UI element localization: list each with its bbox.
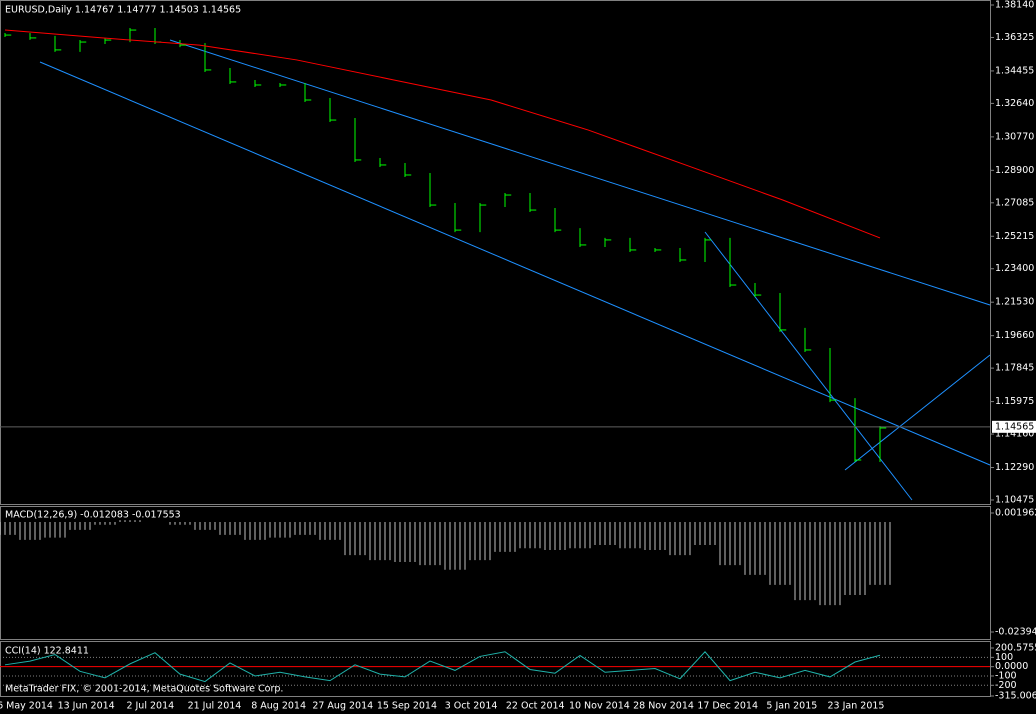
y-tick-label: 100 bbox=[995, 652, 1013, 663]
y-tick-label: -200 bbox=[995, 680, 1017, 691]
trend-line bbox=[704, 231, 913, 501]
last-price-label: 1.14565 bbox=[995, 421, 1034, 432]
x-tick-label: 13 Jun 2014 bbox=[58, 701, 115, 712]
y-tick-label: 1.36325 bbox=[995, 32, 1034, 43]
y-tick-label: 1.27085 bbox=[995, 197, 1034, 208]
y-tick-label: 1.15975 bbox=[995, 396, 1034, 407]
x-tick-label: 27 Aug 2014 bbox=[312, 701, 373, 712]
moving-average bbox=[4, 29, 881, 239]
y-tick-label: 1.14160 bbox=[995, 429, 1034, 440]
x-tick-label: 5 Jan 2015 bbox=[766, 701, 817, 712]
y-tick-label: 0.001962 bbox=[995, 508, 1036, 519]
channel-lower bbox=[39, 61, 991, 466]
y-tick-label: -100 bbox=[995, 670, 1017, 681]
y-tick-label: 1.28900 bbox=[995, 165, 1034, 176]
y-tick-label: 0.0000 bbox=[995, 661, 1028, 672]
y-tick-label: 1.19660 bbox=[995, 330, 1034, 341]
chart-title: EURUSD,Daily 1.14767 1.14777 1.14503 1.1… bbox=[5, 5, 241, 16]
y-tick-label: 1.10475 bbox=[995, 495, 1034, 506]
copyright: MetaTrader FIX, © 2001-2014, MetaQuotes … bbox=[5, 684, 283, 695]
y-tick-label: -315.0062 bbox=[995, 691, 1036, 702]
macd-title: MACD(12,26,9) -0.012083 -0.017553 bbox=[5, 510, 181, 521]
x-tick-label: 3 Oct 2014 bbox=[445, 701, 498, 712]
trend-lines bbox=[39, 39, 991, 501]
y-tick-label: 1.34455 bbox=[995, 65, 1034, 76]
y-tick-label: 1.32640 bbox=[995, 98, 1034, 109]
y-tick-label: -0.023948 bbox=[995, 627, 1036, 638]
channel-upper bbox=[169, 39, 991, 306]
x-tick-label: 28 Nov 2014 bbox=[633, 701, 694, 712]
y-tick-label: 1.30770 bbox=[995, 131, 1034, 142]
trend-line bbox=[844, 354, 991, 471]
x-tick-label: 8 Aug 2014 bbox=[251, 701, 306, 712]
x-tick-label: 26 May 2014 bbox=[0, 701, 53, 712]
price-panel bbox=[0, 0, 991, 505]
y-tick-label: 1.12290 bbox=[995, 462, 1034, 473]
y-tick-label: 1.21530 bbox=[995, 297, 1034, 308]
x-tick-label: 15 Sep 2014 bbox=[377, 701, 437, 712]
macd-panel bbox=[0, 506, 991, 640]
cci-title: CCI(14) 122.8411 bbox=[5, 646, 89, 657]
y-tick-label: 1.17845 bbox=[995, 363, 1034, 374]
y-tick-label: 200.5755 bbox=[995, 643, 1036, 654]
cci-line bbox=[4, 651, 881, 683]
x-tick-label: 2 Jul 2014 bbox=[126, 701, 174, 712]
x-tick-label: 17 Dec 2014 bbox=[697, 701, 758, 712]
x-tick-label: 21 Jul 2014 bbox=[188, 701, 242, 712]
x-tick-label: 10 Nov 2014 bbox=[569, 701, 630, 712]
cci-panel bbox=[0, 641, 991, 697]
x-tick-label: 22 Oct 2014 bbox=[506, 701, 565, 712]
y-tick-label: 1.23400 bbox=[995, 263, 1034, 274]
y-tick-label: 1.25215 bbox=[995, 231, 1034, 242]
last-price-box bbox=[992, 420, 1036, 433]
y-tick-label: 1.38140 bbox=[995, 0, 1034, 11]
x-tick-label: 23 Jan 2015 bbox=[828, 701, 885, 712]
